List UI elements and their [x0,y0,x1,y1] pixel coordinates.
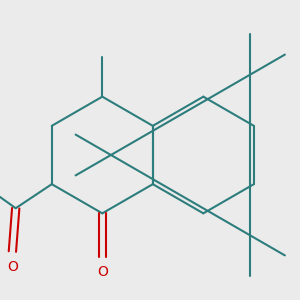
Text: O: O [7,260,18,274]
Text: O: O [97,265,108,279]
